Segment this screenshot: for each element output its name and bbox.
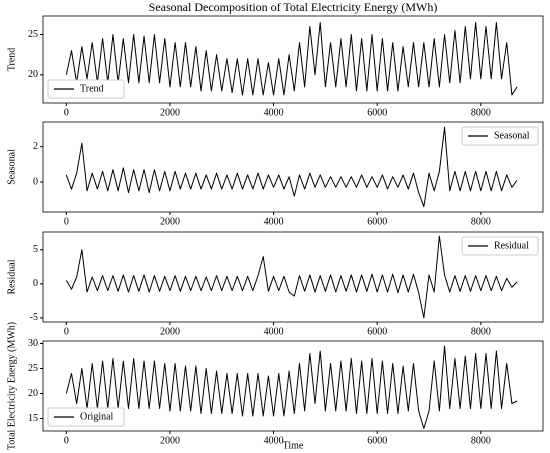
series-line xyxy=(65,21,518,96)
plot-frame xyxy=(42,231,544,323)
x-tick-label: 4000 xyxy=(264,107,284,118)
x-tick-label: 8000 xyxy=(471,326,491,337)
plot-frame xyxy=(42,121,544,213)
legend: Seasonal xyxy=(461,126,539,146)
y-tick-label: -5 xyxy=(30,312,38,323)
y-axis-label: Total Electricity Energy (MWh) xyxy=(6,322,17,450)
legend-label: Seasonal xyxy=(494,130,530,141)
series-line xyxy=(65,126,518,208)
x-tick-label: 0 xyxy=(64,326,69,337)
legend-box xyxy=(461,236,539,256)
y-tick-label: 30 xyxy=(28,338,38,349)
y-axis-label: Seasonal xyxy=(6,149,17,185)
y-tick-label: 20 xyxy=(28,388,38,399)
legend-box xyxy=(47,407,125,427)
x-tick-label: 6000 xyxy=(367,216,387,227)
x-tick-label: 2000 xyxy=(160,435,180,446)
chart-title: Seasonal Decomposition of Total Electric… xyxy=(149,0,438,14)
legend-label: Original xyxy=(80,411,114,422)
y-tick-label: 2 xyxy=(33,141,38,152)
x-tick-label: 0 xyxy=(64,107,69,118)
x-tick-label: 4000 xyxy=(264,216,284,227)
series-line xyxy=(65,345,518,429)
legend-box xyxy=(461,126,539,146)
legend: Residual xyxy=(461,236,539,256)
x-tick-label: 4000 xyxy=(264,326,284,337)
x-tick-label: 2000 xyxy=(160,107,180,118)
legend-box xyxy=(47,79,125,99)
y-axis-label: Trend xyxy=(6,48,17,72)
x-tick-label: 0 xyxy=(64,216,69,227)
y-tick-label: 0 xyxy=(33,176,38,187)
y-axis-label: Residual xyxy=(6,259,17,294)
x-tick-label: 6000 xyxy=(367,435,387,446)
legend-label: Trend xyxy=(80,83,104,94)
y-tick-label: 25 xyxy=(28,363,38,374)
x-tick-label: 2000 xyxy=(160,326,180,337)
x-tick-label: 0 xyxy=(64,435,69,446)
series-line xyxy=(65,235,518,319)
legend: Original xyxy=(47,407,125,427)
y-tick-label: 5 xyxy=(33,244,38,255)
x-tick-label: 8000 xyxy=(471,435,491,446)
x-axis-label: Time xyxy=(283,440,304,451)
plot-frame xyxy=(42,15,544,104)
x-tick-label: 6000 xyxy=(367,107,387,118)
x-tick-label: 8000 xyxy=(471,216,491,227)
x-tick-label: 4000 xyxy=(264,435,284,446)
y-tick-label: 25 xyxy=(28,29,38,40)
plot-frame xyxy=(42,340,544,432)
legend-label: Residual xyxy=(494,240,529,251)
x-tick-label: 8000 xyxy=(471,107,491,118)
x-tick-label: 6000 xyxy=(367,326,387,337)
y-tick-label: 0 xyxy=(33,278,38,289)
y-tick-label: 15 xyxy=(28,413,38,424)
x-tick-label: 2000 xyxy=(160,216,180,227)
legend: Trend xyxy=(47,79,125,99)
y-tick-label: 20 xyxy=(28,69,38,80)
